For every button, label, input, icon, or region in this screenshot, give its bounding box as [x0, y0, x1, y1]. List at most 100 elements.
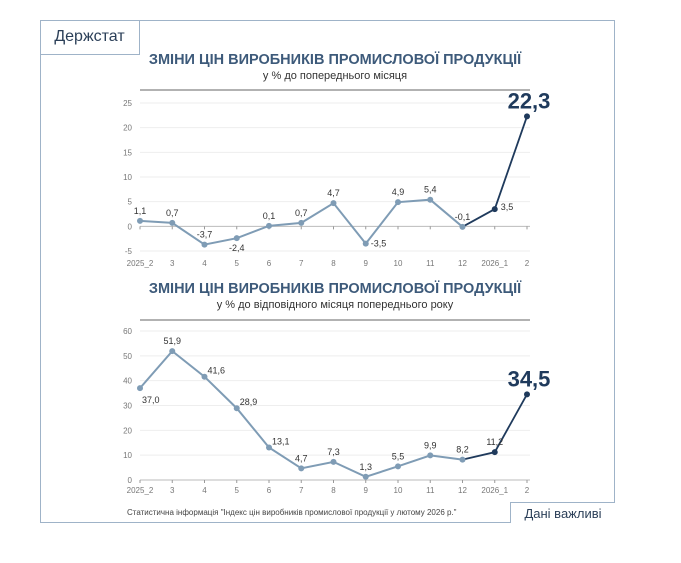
chart1-ytick-label: 0: [128, 222, 133, 231]
chart2-data-label: 1,3: [359, 462, 372, 472]
chart2-data-label: 41,6: [208, 366, 226, 376]
chart2-title: ЗМІНИ ЦІН ВИРОБНИКІВ ПРОМИСЛОВОЇ ПРОДУКЦ…: [148, 281, 522, 297]
logo: Держстат: [40, 20, 140, 55]
data-important-badge: Дані важливі: [510, 502, 615, 523]
chart2-point: [395, 463, 401, 470]
chart2-point: [427, 452, 434, 459]
chart2-point: [137, 385, 143, 392]
chart2-point: [491, 449, 498, 456]
chart1-data-label: 3,5: [501, 202, 514, 212]
chart2-ytick-label: 40: [123, 377, 132, 386]
chart2-data-label: 11,2: [486, 437, 503, 447]
chart2-xtick-label: 7: [299, 486, 304, 495]
chart1-point: [169, 219, 176, 226]
chart1-xtick-label: 2: [525, 259, 530, 268]
chart2-point: [233, 405, 240, 412]
chart2-data-label: 28,9: [240, 397, 258, 407]
chart1-xtick-label: 7: [299, 259, 304, 268]
chart1-xtick-label: 12: [458, 259, 467, 268]
chart2-point: [362, 473, 369, 480]
chart1-point: [201, 241, 208, 248]
chart2-point: [298, 465, 305, 472]
chart2-xtick-label: 2: [525, 486, 530, 495]
chart1-data-label: 0,7: [166, 208, 179, 218]
chart2-xtick-label: 5: [235, 486, 240, 495]
source-note: Статистична інформація "Індекс цін вироб…: [127, 508, 457, 517]
chart1-xtick-label: 2025_2: [127, 259, 154, 268]
chart2-xtick-label: 4: [202, 486, 207, 495]
chart2-xtick-label: 12: [458, 486, 467, 495]
chart1-xtick-label: 5: [235, 259, 240, 268]
chart1-ytick-label: 25: [123, 99, 132, 108]
chart2-data-label: 4,7: [295, 453, 308, 463]
chart2-ytick-label: 30: [123, 402, 132, 411]
chart1-xtick-label: 3: [170, 259, 175, 268]
chart1-data-label: 22,3: [508, 88, 551, 113]
chart2-ytick-label: 20: [123, 426, 132, 435]
chart1-point: [298, 219, 305, 226]
chart2-point: [169, 348, 176, 355]
chart1-data-label: -3,5: [371, 239, 387, 249]
chart2-xtick-label: 2026_1: [481, 486, 508, 495]
chart1-xtick-label: 10: [394, 259, 403, 268]
chart2-xtick-label: 2025_2: [127, 486, 154, 495]
chart1-point: [233, 235, 240, 242]
chart2-data-label: 5,5: [392, 451, 405, 461]
chart2-xtick-label: 11: [426, 486, 435, 495]
chart1-point: [362, 240, 369, 247]
chart2-point: [201, 373, 208, 380]
chart1-data-label: 0,1: [263, 211, 276, 221]
chart2-subtitle: у % до відповідного місяця попереднього …: [216, 299, 454, 311]
chart2-point: [266, 444, 272, 451]
chart2-data-label: 13,1: [272, 436, 290, 446]
chart1-xtick-label: 8: [331, 259, 336, 268]
chart1-xtick-label: 9: [364, 259, 369, 268]
chart2-xtick-label: 8: [331, 486, 336, 495]
chart1-point: [524, 113, 530, 120]
chart1-data-label: 1,1: [134, 206, 147, 216]
chart1-ytick-label: 15: [123, 148, 132, 157]
chart2-data-label: 34,5: [508, 366, 551, 391]
chart2-ytick-label: 50: [123, 352, 132, 361]
chart1-point: [266, 222, 272, 229]
chart2-xtick-label: 9: [364, 486, 369, 495]
chart2-ytick-label: 60: [123, 327, 132, 336]
chart1-ytick-label: 20: [123, 124, 132, 133]
chart1-data-label: -0,1: [455, 212, 471, 222]
chart2-data-label: 8,2: [456, 445, 469, 455]
chart2-data-label: 9,9: [424, 440, 437, 450]
chart2-point: [330, 458, 337, 465]
chart1-xtick-label: 6: [267, 259, 272, 268]
chart1-point: [491, 206, 498, 213]
chart1-data-label: 0,7: [295, 208, 308, 218]
chart1-data-label: 4,9: [392, 187, 405, 197]
chart1-ytick-label: -5: [125, 247, 133, 256]
chart1-point: [137, 217, 143, 224]
chart2-xtick-label: 3: [170, 486, 175, 495]
chart1-data-label: -2,4: [229, 243, 245, 253]
chart1-subtitle: у % до попереднього місяця: [262, 70, 408, 82]
chart1-data-label: 5,4: [424, 185, 437, 195]
chart1-point: [427, 196, 434, 203]
chart1-ytick-label: 5: [128, 198, 133, 207]
chart1-xtick-label: 4: [202, 259, 207, 268]
chart2-ytick-label: 10: [123, 451, 132, 460]
chart2-data-label: 37,0: [142, 395, 160, 405]
chart2-ytick-label: 0: [128, 476, 133, 485]
chart1-data-label: -3,7: [197, 230, 213, 240]
chart1-xtick-label: 11: [426, 259, 435, 268]
chart1-title: ЗМІНИ ЦІН ВИРОБНИКІВ ПРОМИСЛОВОЇ ПРОДУКЦ…: [148, 52, 522, 68]
chart1-point: [330, 200, 337, 207]
chart2-point: [459, 456, 466, 463]
chart2-data-label: 51,9: [163, 336, 181, 346]
chart1-xtick-label: 2026_1: [481, 259, 508, 268]
chart2-data-label: 7,3: [327, 447, 340, 457]
chart2-xtick-label: 10: [394, 486, 403, 495]
chart1-data-label: 4,7: [327, 188, 340, 198]
chart1-ytick-label: 10: [123, 173, 132, 182]
chart1-point: [459, 223, 466, 230]
chart2-point: [524, 391, 530, 398]
chart2-xtick-label: 6: [267, 486, 272, 495]
chart1-point: [395, 199, 401, 206]
